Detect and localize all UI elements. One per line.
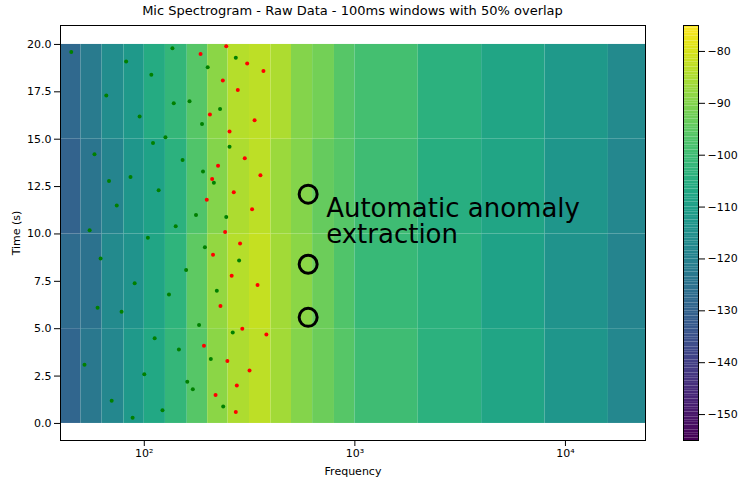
svg-text:10³: 10³ <box>346 447 364 460</box>
svg-text:−110: −110 <box>708 201 738 214</box>
svg-text:−100: −100 <box>708 149 738 162</box>
svg-text:5.0: 5.0 <box>34 322 52 335</box>
svg-text:−120: −120 <box>708 252 738 265</box>
svg-text:−150: −150 <box>708 408 738 421</box>
svg-text:17.5: 17.5 <box>27 85 52 98</box>
svg-text:−130: −130 <box>708 304 738 317</box>
svg-text:0.0: 0.0 <box>34 417 52 430</box>
svg-text:Time (s): Time (s) <box>10 211 23 257</box>
svg-text:20.0: 20.0 <box>27 38 52 51</box>
svg-text:−90: −90 <box>708 97 731 110</box>
svg-text:10²: 10² <box>135 447 153 460</box>
svg-text:Automatic anomalyextraction: Automatic anomalyextraction <box>326 193 580 249</box>
svg-text:15.0: 15.0 <box>27 133 52 146</box>
svg-text:10.0: 10.0 <box>27 227 52 240</box>
svg-text:−80: −80 <box>708 45 731 58</box>
svg-text:Frequency: Frequency <box>325 465 382 478</box>
svg-text:10⁴: 10⁴ <box>556 447 575 460</box>
svg-text:7.5: 7.5 <box>34 275 52 288</box>
svg-text:2.5: 2.5 <box>34 370 52 383</box>
svg-text:12.5: 12.5 <box>27 180 52 193</box>
svg-text:−140: −140 <box>708 356 738 369</box>
html-text:Mic Spectrogram - Raw Data - 1: Mic Spectrogram - Raw Data - 100ms windo… <box>142 3 563 18</box>
